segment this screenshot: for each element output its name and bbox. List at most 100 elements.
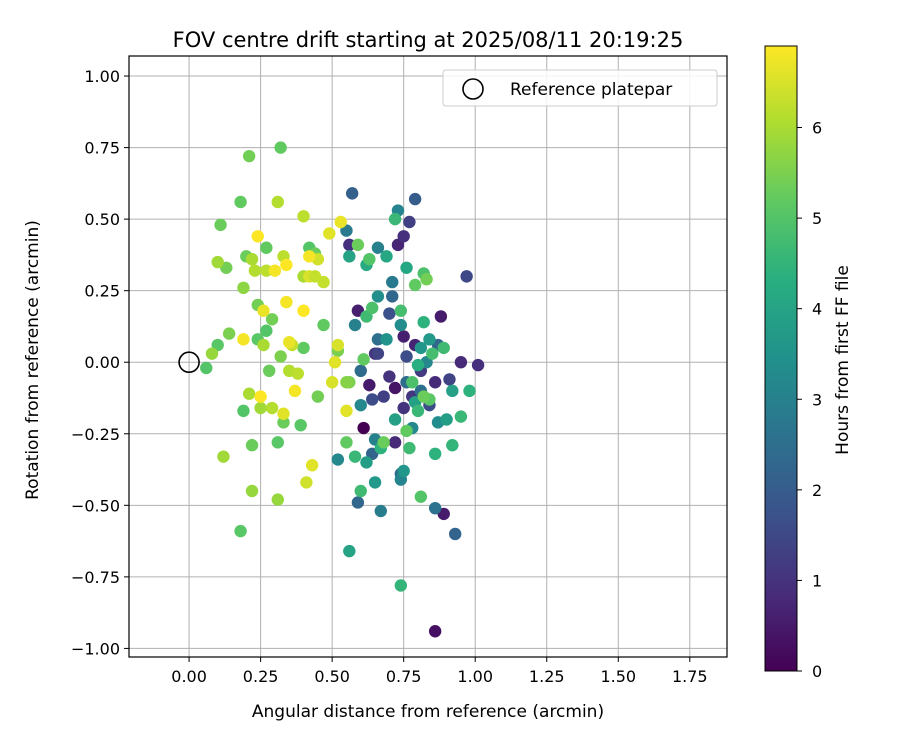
data-point <box>297 210 310 223</box>
x-tick-label: 1.25 <box>529 667 565 686</box>
data-point <box>351 238 365 252</box>
data-point <box>371 290 385 303</box>
x-tick-label: 1.50 <box>600 667 636 686</box>
data-point <box>386 290 399 303</box>
data-point <box>234 524 247 538</box>
data-point <box>331 453 345 466</box>
y-tick-label: 0.00 <box>84 353 120 372</box>
data-point <box>303 250 316 263</box>
data-point <box>437 341 450 355</box>
data-point <box>242 149 256 163</box>
data-point <box>366 393 379 406</box>
data-point <box>265 313 279 326</box>
data-point <box>343 238 356 252</box>
data-point <box>374 504 387 518</box>
data-point <box>351 496 365 509</box>
data-point <box>305 459 319 472</box>
data-point <box>414 341 428 355</box>
data-point <box>357 353 370 366</box>
data-point <box>277 416 290 429</box>
x-tick-label: 0.75 <box>386 667 422 686</box>
x-axis-label: Angular distance from reference (arcmin) <box>252 702 604 722</box>
data-point <box>334 215 347 229</box>
data-point <box>354 398 367 412</box>
data-point <box>371 347 385 360</box>
x-tick-label: 0.50 <box>314 667 350 686</box>
data-point <box>245 484 259 498</box>
data-point <box>440 413 453 426</box>
data-point <box>268 264 282 277</box>
data-point <box>222 327 236 340</box>
data-point <box>354 484 367 498</box>
data-point <box>408 192 422 206</box>
data-point <box>397 230 410 243</box>
data-point <box>394 318 408 332</box>
data-point <box>408 278 422 292</box>
data-point <box>348 450 362 463</box>
data-point <box>380 250 393 263</box>
data-point <box>237 281 250 295</box>
data-point <box>411 404 425 418</box>
data-point <box>363 252 376 266</box>
data-point <box>428 625 442 638</box>
data-point <box>280 295 293 309</box>
data-point <box>271 195 284 209</box>
data-point <box>471 358 485 372</box>
data-point <box>354 364 367 378</box>
colorbar-tick-label: 0 <box>812 662 822 681</box>
data-point <box>360 456 373 469</box>
data-point <box>343 250 356 263</box>
data-point <box>248 264 262 277</box>
colorbar-tick-label: 6 <box>812 119 822 138</box>
data-point <box>254 390 267 403</box>
data-point <box>406 376 419 389</box>
data-point <box>271 436 284 449</box>
data-point <box>277 407 290 420</box>
y-tick-label: 0.50 <box>84 210 120 229</box>
data-point <box>363 378 376 392</box>
data-point <box>383 370 396 383</box>
data-point <box>257 304 270 317</box>
data-point <box>297 304 310 317</box>
data-point <box>388 212 402 226</box>
data-point <box>388 381 402 395</box>
legend-entry-reference: Reference platepar <box>510 80 672 100</box>
legend: Reference platepar <box>442 69 718 107</box>
y-tick-label: −0.25 <box>71 425 120 444</box>
data-point <box>446 384 459 398</box>
data-point <box>434 310 448 323</box>
data-point <box>260 241 273 254</box>
data-point <box>265 401 279 415</box>
data-point <box>428 447 442 461</box>
data-point <box>397 330 410 343</box>
chart-title: FOV centre drift starting at 2025/08/11 … <box>173 28 684 52</box>
data-point <box>325 376 339 389</box>
data-point <box>371 241 385 254</box>
data-point <box>280 258 293 272</box>
data-point <box>297 341 310 355</box>
x-tick-label: 0.00 <box>171 667 207 686</box>
colorbar-tick-label: 3 <box>812 390 822 409</box>
x-tick-label: 1.00 <box>457 667 493 686</box>
data-point <box>288 384 302 398</box>
data-point <box>417 315 430 329</box>
data-point <box>294 418 307 432</box>
data-point <box>428 501 442 515</box>
data-point <box>380 333 393 346</box>
data-point <box>242 387 256 400</box>
y-tick-label: −0.75 <box>71 568 120 587</box>
data-point <box>463 384 476 398</box>
data-point <box>245 439 259 452</box>
y-tick-label: −0.50 <box>71 496 120 515</box>
data-point <box>274 141 287 154</box>
data-point <box>368 476 382 489</box>
data-point <box>417 390 430 403</box>
y-tick-label: 0.75 <box>84 139 120 158</box>
data-point <box>260 264 273 277</box>
data-point <box>245 252 259 266</box>
plot-frame <box>128 55 728 658</box>
data-point <box>328 356 342 369</box>
data-point <box>423 333 436 346</box>
data-point <box>205 347 219 360</box>
data-point <box>443 373 456 386</box>
